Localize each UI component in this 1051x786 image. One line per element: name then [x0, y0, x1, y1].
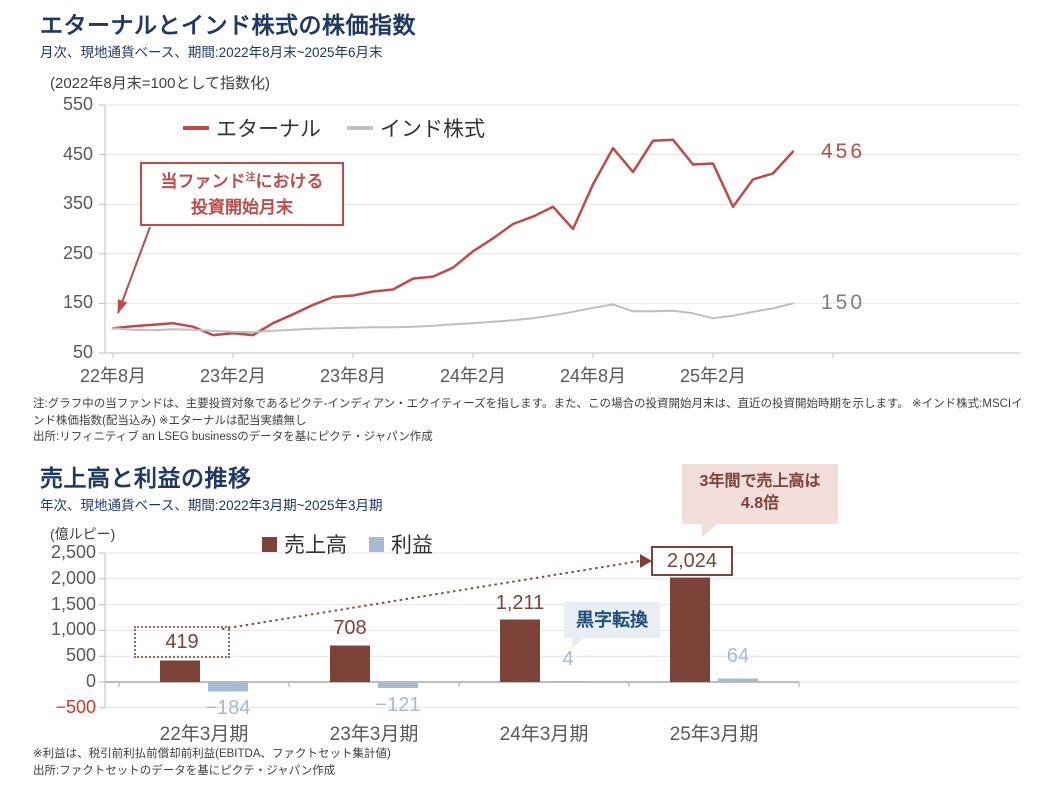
- black-ink-bubble-tail: [572, 637, 585, 649]
- top-chart-axis-note: (2022年8月末=100として指数化): [50, 75, 271, 92]
- annotation-text-2: における: [255, 172, 324, 191]
- revenue-bar: [160, 660, 200, 682]
- india-end-value: 150: [821, 291, 866, 314]
- revenue-swatch: [262, 536, 277, 552]
- legend-item-profit: 利益: [369, 529, 433, 559]
- annotation-line2: 投資開始月末: [191, 198, 293, 218]
- eternal-end-value: 456: [821, 140, 866, 163]
- annotation-arrow: [117, 226, 151, 314]
- eternal-line-swatch: [183, 126, 209, 130]
- bottom-chart-legend: 売上高 利益: [262, 529, 433, 559]
- india-stock-line: [112, 302, 794, 334]
- top-chart-title: エターナルとインド株式の株価指数: [40, 12, 416, 38]
- bottom-chart-title: 売上高と利益の推移: [40, 465, 252, 491]
- bottom-chart-axis-unit: (億ルピー): [50, 526, 116, 542]
- legend-label-profit: 利益: [391, 534, 433, 557]
- india-line-swatch: [347, 126, 373, 130]
- sales-growth-callout: 3年間で売上高は 4.8倍: [682, 464, 838, 537]
- callout-line2: 4.8倍: [740, 495, 780, 513]
- bottom-chart-subtitle: 年次、現地通貨ベース、期間:2022年3月期~2025年3月期: [40, 498, 383, 513]
- profit-swatch: [369, 536, 384, 552]
- profit-bar: [378, 682, 418, 689]
- top-source-line: 出所:リフィニティブ an LSEG businessのデータを基にピクテ・ジャ…: [33, 431, 433, 444]
- eternal-line: [111, 138, 795, 337]
- annotation-sup: 注: [245, 172, 256, 184]
- growth-arrowhead: [640, 554, 652, 568]
- profit-bar: [718, 678, 758, 682]
- legend-item-revenue: 売上高: [262, 529, 347, 559]
- legend-item-india: インド株式: [347, 113, 485, 143]
- legend-label-revenue: 売上高: [284, 534, 347, 557]
- legend-label-india: インド株式: [380, 118, 485, 141]
- callout-tail: [702, 522, 718, 537]
- top-note-line: 注:グラフ中の当ファンドは、主要投資対象であるピクテ-インディアン・エクイティー…: [33, 398, 1023, 427]
- top-chart-notes: 注:グラフ中の当ファンドは、主要投資対象であるピクテ-インディアン・エクイティー…: [33, 396, 1025, 446]
- profit-bar: [208, 682, 248, 692]
- legend-item-eternal: エターナル: [183, 113, 321, 143]
- bottom-chart-notes: ※利益は、税引前利払前償却前利益(EBITDA、ファクトセット集計値) 出所:フ…: [33, 746, 1025, 779]
- revenue-bar: [500, 619, 540, 682]
- top-chart-subtitle: 月次、現地通貨ベース、期間:2022年8月末~2025年6月末: [40, 45, 383, 60]
- fund-start-annotation: 当ファンド注における 投資開始月末: [140, 162, 344, 226]
- top-chart-legend: エターナル インド株式: [183, 113, 485, 143]
- black-ink-label: 黒字転換: [576, 610, 648, 630]
- growth-dotted-arrow: [221, 560, 641, 630]
- legend-label-eternal: エターナル: [216, 118, 321, 141]
- profit-bar: [548, 681, 588, 682]
- black-ink-bubble: 黒字転換: [564, 602, 660, 649]
- revenue-bar: [330, 645, 370, 682]
- annotation-text: 当ファンド: [160, 172, 246, 191]
- callout-line1: 3年間で売上高は: [699, 473, 821, 490]
- bottom-note-line: ※利益は、税引前利払前償却前利益(EBITDA、ファクトセット集計値): [33, 748, 391, 760]
- bottom-source-line: 出所:ファクトセットのデータを基にピクテ・ジャパン作成: [33, 764, 336, 777]
- revenue-bar: [670, 577, 710, 682]
